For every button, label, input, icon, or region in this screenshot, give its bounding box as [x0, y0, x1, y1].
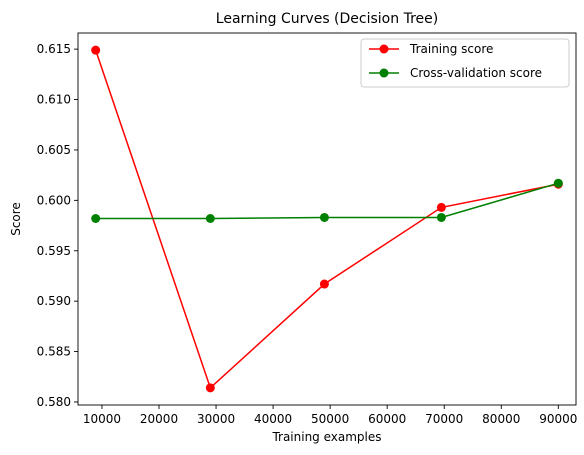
legend-label-cv: Cross-validation score [410, 66, 542, 80]
legend-label-training: Training score [409, 42, 493, 56]
x-tick-label: 20000 [140, 412, 178, 426]
y-tick-label: 0.610 [37, 93, 71, 107]
x-tick-label: 90000 [539, 412, 577, 426]
x-tick-label: 10000 [83, 412, 121, 426]
chart-title: Learning Curves (Decision Tree) [216, 11, 438, 27]
y-tick-label: 0.615 [37, 42, 71, 56]
legend-marker-cv [379, 68, 389, 78]
x-tick-label: 60000 [368, 412, 406, 426]
data-point-cv [205, 213, 215, 223]
data-point-training [436, 202, 446, 212]
data-point-training [205, 383, 215, 393]
plot-frame [77, 32, 577, 406]
x-tick-label: 30000 [197, 412, 235, 426]
x-tick-label: 40000 [254, 412, 292, 426]
legend-box [360, 38, 570, 88]
y-tick-label: 0.590 [37, 294, 71, 308]
y-tick-label: 0.605 [37, 143, 71, 157]
y-tick-label: 0.595 [37, 244, 71, 258]
y-axis-title: Score [9, 202, 23, 236]
x-tick-label: 50000 [311, 412, 349, 426]
x-tick-label: 70000 [425, 412, 463, 426]
legend-marker-training [379, 44, 389, 54]
data-point-cv [553, 178, 563, 188]
data-point-cv [436, 212, 446, 222]
legend: Training score Cross-validation score [360, 38, 570, 88]
data-point-cv [319, 212, 329, 222]
x-tick-label: 80000 [482, 412, 520, 426]
y-tick-label: 0.580 [37, 395, 71, 409]
data-point-training [319, 279, 329, 289]
data-point-training [91, 45, 101, 55]
y-tick-label: 0.600 [37, 193, 71, 207]
x-axis-title: Training examples [271, 430, 381, 444]
data-point-cv [91, 213, 101, 223]
y-tick-label: 0.585 [37, 345, 71, 359]
series-line-cv [95, 182, 559, 220]
